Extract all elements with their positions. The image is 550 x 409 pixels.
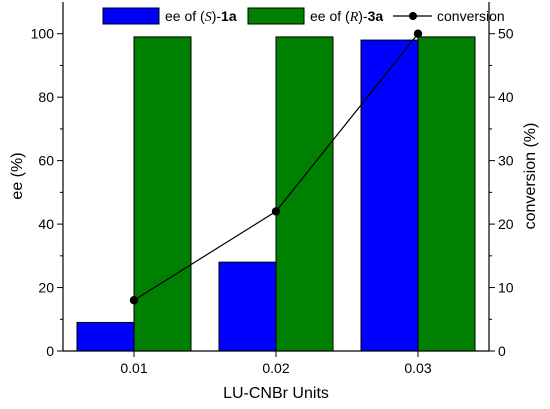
y-axis-title: ee (%) <box>9 152 26 199</box>
y-tick-label-80: 80 <box>38 89 54 105</box>
y2-tick-label-50: 50 <box>498 26 514 42</box>
y2-axis-title: conversion (%) <box>522 123 539 230</box>
ticks-layer: 0 20 40 60 80 100 0 10 20 30 40 50 0.01 0.02 0.03 <box>31 26 514 376</box>
y2-tick-label-0: 0 <box>498 343 506 359</box>
bar-s1a-0.01 <box>76 321 135 352</box>
legend-swatch-r3a <box>247 7 305 25</box>
y-tick-label-100: 100 <box>31 26 55 42</box>
x-tick-label-0.01: 0.01 <box>120 360 147 376</box>
y-tick-label-60: 60 <box>38 153 54 169</box>
bar-s1a-0.02 <box>218 261 277 352</box>
x-axis-title: LU-CNBr Units <box>223 385 329 402</box>
legend-label-conversion: conversion <box>437 8 505 24</box>
conversion-point-0.03 <box>413 29 423 38</box>
legend-label-r3a: ee of (R)-3a <box>310 8 383 25</box>
bars-layer <box>76 36 476 352</box>
legend-marker-conversion <box>409 12 417 20</box>
conversion-point-0.02 <box>271 207 281 216</box>
legend-swatch-s1a <box>102 7 160 25</box>
bar-r3a-0.01 <box>133 36 192 352</box>
x-tick-label-0.03: 0.03 <box>404 360 431 376</box>
conversion-point-0.01 <box>129 296 139 305</box>
bar-s1a-0.03 <box>360 39 419 352</box>
y-tick-label-0: 0 <box>46 343 54 359</box>
bar-r3a-0.02 <box>275 36 334 352</box>
y2-tick-label-30: 30 <box>498 153 514 169</box>
y2-tick-label-20: 20 <box>498 216 514 232</box>
x-tick-label-0.02: 0.02 <box>262 360 289 376</box>
y2-tick-label-40: 40 <box>498 89 514 105</box>
y-tick-label-20: 20 <box>38 280 54 296</box>
legend: ee of (S)-1a ee of (R)-3a conversion <box>102 7 505 25</box>
legend-label-s1a: ee of (S)-1a <box>165 8 237 25</box>
bar-r3a-0.03 <box>417 36 476 352</box>
conversion-line-layer <box>129 29 423 305</box>
y2-tick-label-10: 10 <box>498 280 514 296</box>
y-tick-label-40: 40 <box>38 216 54 232</box>
